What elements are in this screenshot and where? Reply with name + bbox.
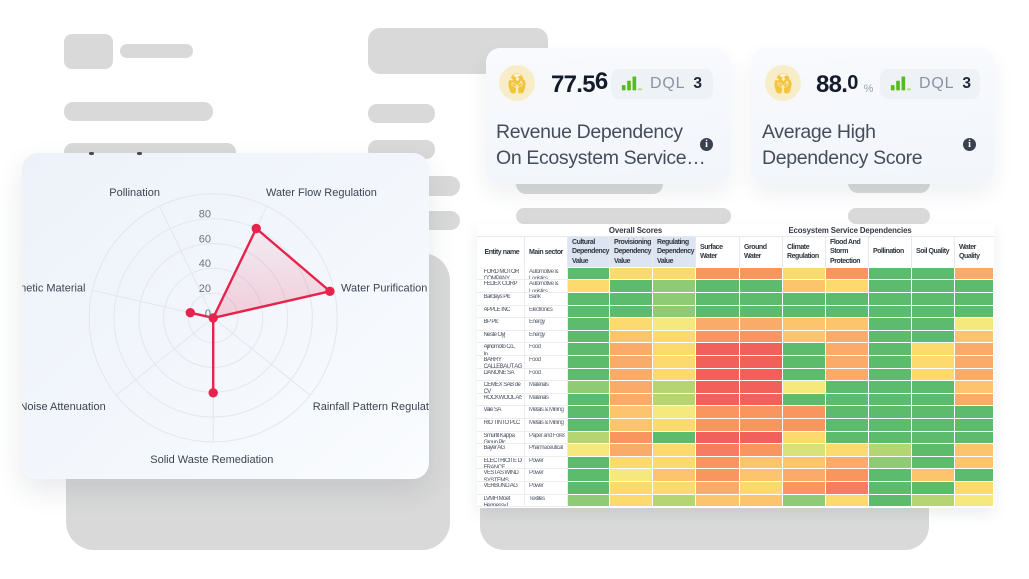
svg-text:Water Purification: Water Purification (341, 282, 427, 294)
svg-text:60: 60 (198, 233, 210, 245)
svg-text:40: 40 (198, 258, 210, 270)
svg-text:20: 20 (198, 283, 210, 295)
svg-text:Noise Attenuation: Noise Attenuation (22, 401, 106, 413)
svg-text:Rainfall Pattern Regulation: Rainfall Pattern Regulation (312, 401, 428, 413)
svg-text:0: 0 (204, 308, 210, 320)
svg-text:Water Flow Regulation: Water Flow Regulation (266, 187, 377, 199)
svg-text:Genetic Material: Genetic Material (22, 282, 86, 294)
svg-text:Solid Waste Remediation: Solid Waste Remediation (150, 454, 273, 466)
svg-text:Pollination: Pollination (109, 187, 160, 199)
svg-text:80: 80 (198, 208, 210, 220)
